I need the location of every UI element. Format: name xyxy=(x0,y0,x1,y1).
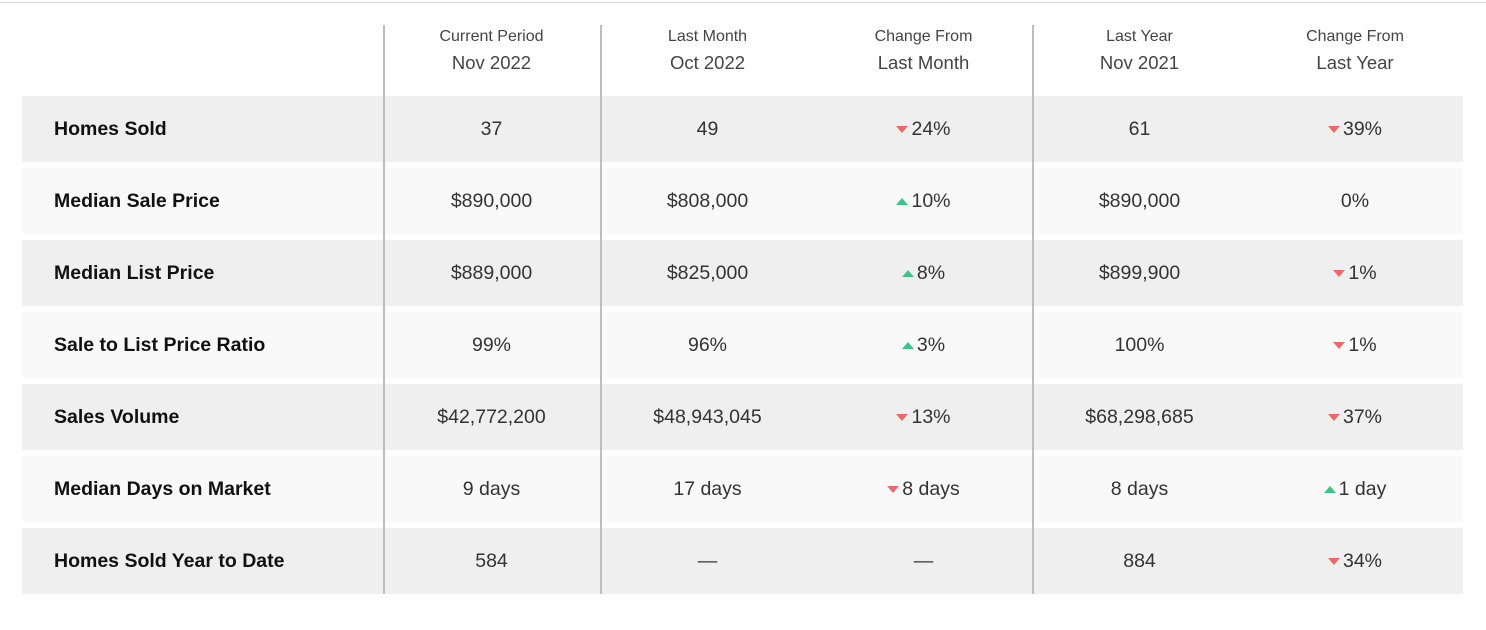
cell: 37 xyxy=(480,117,503,140)
column-header-line1: Change From xyxy=(1306,28,1404,45)
row-label: Sales Volume xyxy=(54,406,180,428)
cell: 61 xyxy=(1128,117,1151,140)
column-divider xyxy=(383,25,385,594)
row-background xyxy=(22,240,1463,306)
column-divider xyxy=(1032,25,1034,594)
cell: — xyxy=(697,549,718,572)
top-rule xyxy=(0,2,1486,3)
trend-arrow-up xyxy=(901,341,914,349)
trend-arrow-up xyxy=(896,197,909,205)
cell: $889,000 xyxy=(450,261,533,284)
cell: 9 days xyxy=(462,477,521,500)
column-header-line1: Last Year xyxy=(1106,28,1173,45)
cell-text: 34% xyxy=(1342,549,1383,572)
cell-text: 37% xyxy=(1342,405,1383,428)
cell-text: 1% xyxy=(1348,333,1377,356)
cell: 37% xyxy=(1247,384,1463,450)
column-header-line1: Change From xyxy=(874,28,973,45)
cell-text: 8% xyxy=(916,261,946,284)
trend-arrow-down xyxy=(1333,269,1346,277)
row-background xyxy=(22,528,1463,594)
row-label: Homes Sold Year to Date xyxy=(54,550,285,572)
cell-text: 8 days xyxy=(902,477,960,500)
cell-text: 13% xyxy=(911,405,951,428)
cell: 10% xyxy=(815,168,1032,234)
column-header-line2: Last Month xyxy=(877,52,970,73)
cell-text: 1% xyxy=(1348,261,1377,284)
cell: 96% xyxy=(687,333,728,356)
cell: 49 xyxy=(696,117,719,140)
trend-arrow-down xyxy=(1327,557,1340,565)
cell: 1% xyxy=(1247,312,1463,378)
cell: $890,000 xyxy=(450,189,533,212)
row-label: Homes Sold xyxy=(54,118,167,140)
row-background xyxy=(22,456,1463,522)
cell: 8 days xyxy=(815,456,1032,522)
cell: 39% xyxy=(1247,96,1463,162)
column-header-line2: Oct 2022 xyxy=(669,52,746,73)
cell: 1% xyxy=(1247,240,1463,306)
trend-arrow-down xyxy=(1333,341,1346,349)
trend-arrow-up xyxy=(901,269,914,277)
column-header-line1: Current Period xyxy=(439,28,544,45)
cell-text: 39% xyxy=(1342,117,1383,140)
cell: $890,000 xyxy=(1098,189,1181,212)
row-background xyxy=(22,384,1463,450)
cell: 8 days xyxy=(1110,477,1169,500)
row-label: Median Days on Market xyxy=(54,478,271,500)
cell: $48,943,045 xyxy=(653,405,762,428)
cell: 13% xyxy=(815,384,1032,450)
cell: $825,000 xyxy=(666,261,749,284)
cell: 17 days xyxy=(673,477,742,500)
cell: $808,000 xyxy=(666,189,749,212)
cell: 100% xyxy=(1114,333,1165,356)
trend-arrow-down xyxy=(887,485,900,493)
column-header-line2: Nov 2022 xyxy=(451,52,532,73)
cell: 884 xyxy=(1123,549,1156,572)
row-label: Median Sale Price xyxy=(54,190,220,212)
cell: 1 day xyxy=(1247,456,1463,522)
cell: 8% xyxy=(815,240,1032,306)
cell: 24% xyxy=(815,96,1032,162)
cell: $42,772,200 xyxy=(437,405,546,428)
column-divider xyxy=(600,25,602,594)
cell-text: 10% xyxy=(911,189,951,212)
cell: $899,900 xyxy=(1098,261,1181,284)
cell: — xyxy=(913,549,934,572)
column-header-line2: Last Year xyxy=(1316,52,1394,73)
cell: 34% xyxy=(1247,528,1463,594)
row-background xyxy=(22,96,1463,162)
cell: 0% xyxy=(1340,189,1370,212)
cell-text: 1 day xyxy=(1338,477,1387,500)
column-header-line2: Nov 2021 xyxy=(1099,52,1180,73)
trend-arrow-down xyxy=(1327,413,1340,421)
trend-arrow-down xyxy=(896,413,909,421)
trend-arrow-down xyxy=(1327,125,1340,133)
cell: 99% xyxy=(471,333,512,356)
cell: 3% xyxy=(815,312,1032,378)
cell-text: 24% xyxy=(911,117,951,140)
row-background xyxy=(22,168,1463,234)
cell-text: 3% xyxy=(916,333,946,356)
trend-arrow-up xyxy=(1323,485,1336,493)
trend-arrow-down xyxy=(896,125,909,133)
cell: $68,298,685 xyxy=(1085,405,1194,428)
row-label: Sale to List Price Ratio xyxy=(54,334,266,356)
row-label: Median List Price xyxy=(54,262,215,284)
row-background xyxy=(22,312,1463,378)
column-header-line1: Last Month xyxy=(667,28,748,45)
cell: 584 xyxy=(475,549,508,572)
